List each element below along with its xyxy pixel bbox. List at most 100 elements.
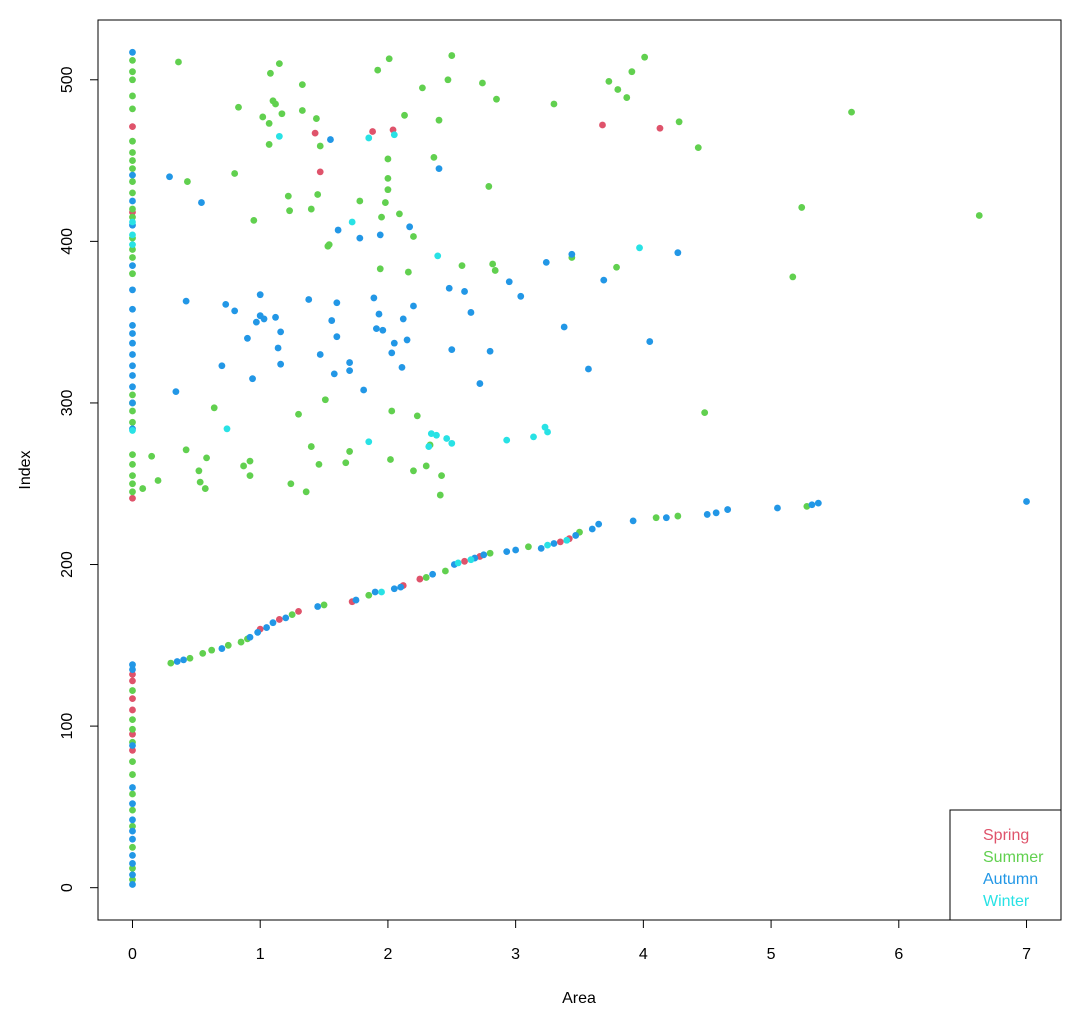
data-point-summer (444, 76, 452, 84)
data-point-spring (656, 124, 664, 132)
data-point-autumn (314, 603, 322, 610)
data-point-autumn (542, 258, 550, 266)
data-point-spring (129, 746, 136, 754)
data-point-summer (265, 141, 273, 148)
data-point-winter (129, 231, 136, 239)
x-tick-label: 0 (128, 946, 137, 963)
data-point-summer (789, 273, 797, 281)
data-point-summer (479, 79, 486, 87)
data-point-autumn (218, 362, 226, 370)
data-point-summer (385, 55, 393, 63)
data-point-autumn (305, 296, 313, 303)
data-point-summer (384, 186, 392, 194)
data-point-autumn (252, 318, 260, 326)
data-point-autumn (360, 386, 368, 394)
legend-item-spring: Spring (983, 827, 1029, 844)
data-point-summer (235, 103, 242, 111)
data-point-autumn (445, 284, 453, 292)
data-point-spring (129, 695, 136, 703)
data-point-summer (129, 391, 136, 399)
data-point-summer (129, 758, 136, 766)
data-point-autumn (560, 323, 568, 331)
data-point-summer (413, 412, 421, 420)
data-point-autumn (129, 860, 136, 867)
data-point-summer (641, 53, 649, 61)
x-tick-label: 1 (256, 946, 265, 963)
data-point-summer (129, 407, 136, 415)
data-point-summer (485, 183, 493, 190)
data-point-summer (203, 454, 210, 462)
data-point-autumn (537, 544, 545, 552)
data-point-summer (267, 69, 274, 77)
x-tick-label: 4 (639, 946, 648, 963)
x-tick-label: 3 (511, 946, 520, 963)
data-point-summer (129, 480, 136, 488)
data-point-summer (231, 170, 239, 177)
data-point-summer (312, 115, 320, 122)
data-point-summer (381, 199, 389, 206)
data-point-summer (129, 92, 136, 100)
data-point-autumn (129, 816, 136, 824)
data-point-summer (265, 120, 273, 127)
data-point-winter (275, 132, 283, 140)
data-point-autumn (129, 666, 136, 673)
data-point-autumn (231, 307, 239, 315)
data-point-summer (320, 601, 328, 609)
data-point-autumn (277, 360, 285, 368)
data-point-autumn (129, 800, 136, 808)
data-point-winter (427, 430, 435, 438)
data-point-summer (614, 86, 622, 93)
data-point-autumn (406, 223, 414, 231)
data-point-autumn (429, 570, 437, 578)
data-point-summer (129, 56, 136, 64)
data-point-summer (129, 864, 136, 872)
data-point-summer (129, 205, 136, 213)
data-point-summer (410, 233, 417, 240)
data-point-winter (544, 428, 551, 436)
data-point-summer (246, 472, 254, 480)
data-point-autumn (173, 658, 181, 665)
data-point-autumn (129, 339, 136, 347)
data-point-spring (369, 128, 376, 135)
data-point-summer (325, 241, 333, 248)
data-point-summer (129, 876, 136, 884)
data-point-autumn (435, 165, 443, 173)
data-point-autumn (172, 388, 180, 396)
data-point-summer (286, 207, 293, 215)
data-point-autumn (254, 628, 262, 636)
data-point-autumn (222, 300, 230, 308)
data-point-summer (378, 213, 385, 221)
data-point-summer (129, 716, 136, 724)
data-point-summer (129, 68, 136, 76)
data-point-winter (636, 244, 643, 252)
data-point-summer (129, 149, 136, 156)
data-point-autumn (410, 302, 417, 310)
data-point-summer (493, 95, 500, 103)
data-point-summer (798, 204, 806, 211)
y-axis-title: Index (17, 450, 34, 489)
data-point-summer (154, 477, 162, 484)
data-point-summer (184, 178, 191, 185)
data-point-winter (454, 559, 462, 567)
data-point-autumn (274, 344, 282, 352)
data-point-autumn (244, 334, 251, 342)
data-point-summer (448, 52, 456, 59)
data-point-winter (365, 438, 373, 446)
data-point-autumn (129, 362, 136, 370)
data-point-autumn (398, 363, 406, 371)
data-point-summer (129, 451, 136, 459)
data-point-spring (599, 121, 606, 129)
data-point-autumn (390, 585, 398, 593)
data-point-autumn (129, 286, 136, 294)
data-point-summer (550, 100, 558, 108)
data-point-autumn (448, 346, 456, 354)
data-point-autumn (588, 525, 596, 533)
data-point-autumn (263, 624, 270, 631)
data-point-autumn (129, 835, 136, 843)
data-point-summer (298, 81, 306, 89)
data-point-winter (348, 218, 356, 226)
legend-box (949, 809, 1062, 921)
legend-item-autumn: Autumn (983, 871, 1038, 888)
data-point-winter (503, 436, 511, 444)
